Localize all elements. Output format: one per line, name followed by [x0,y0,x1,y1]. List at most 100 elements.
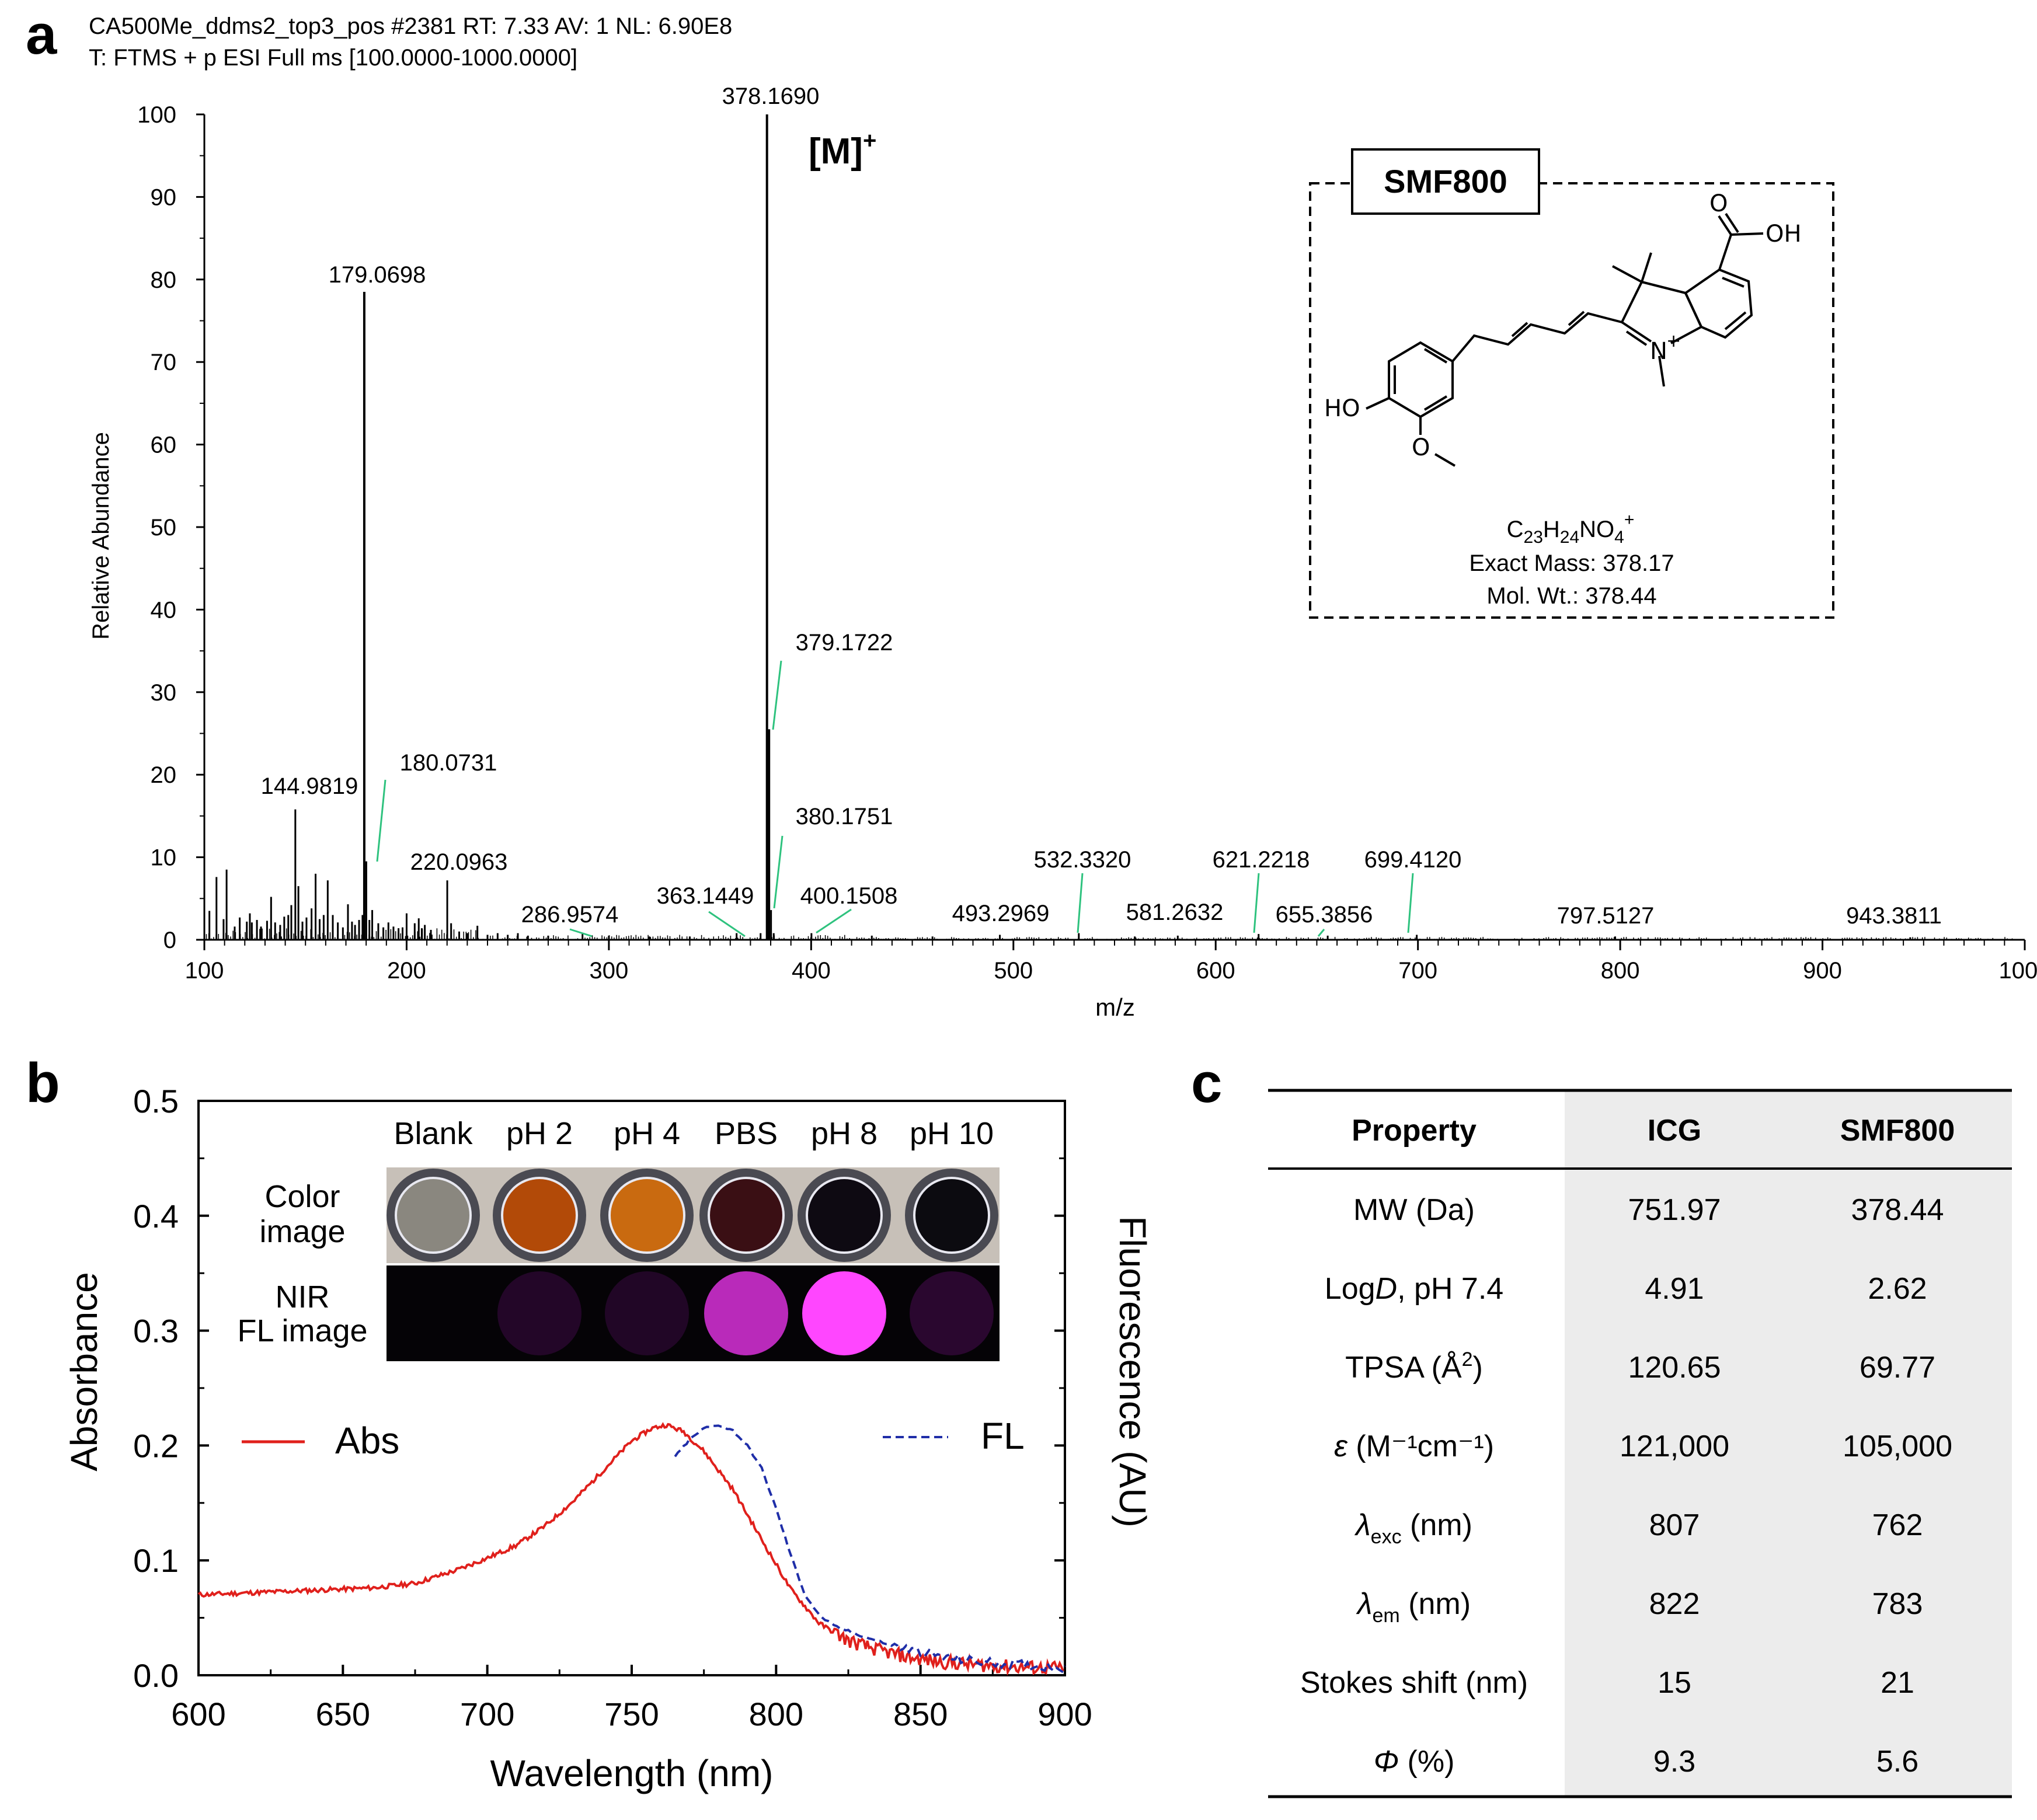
spectra-y-tick-label: 0.2 [133,1427,179,1464]
compound-name: SMF800 [1384,163,1507,200]
ms-y-tick-label: 100 [137,102,176,128]
legend-fl-label: FL [981,1415,1025,1457]
icg-value-cell: 121,000 [1620,1429,1729,1463]
ms-y-tick-label: 60 [151,433,177,458]
ms-peak-label: 363.1449 [657,883,754,909]
nir-well [802,1271,886,1355]
ms-peak-label: 621.2218 [1213,847,1310,873]
spectra-legend: Abs FL [242,1415,1025,1462]
spectra-ticks: 600 650 700 750 800 850 900 0.0 0.1 0.2 0.3 0.4 0.5 [133,1083,1092,1732]
nir-well [605,1271,689,1355]
table-header-row: Property ICG SMF800 [1352,1114,1955,1148]
ms-peak-label: 655.3856 [1276,902,1373,928]
ms-annotation-leader [816,908,852,934]
atom-oh: OH [1766,221,1802,247]
ms-y-tick-label: 50 [151,515,177,541]
well-images [386,1169,998,1355]
atom-n-charge: + [1666,331,1681,351]
atom-ho: HO [1324,395,1360,422]
ms-y-ticks: 0 10 20 30 40 50 60 70 80 90 100 [137,102,204,953]
ms-peak-label: 378.1690 [722,83,820,109]
wavelength-axis-label: Wavelength (nm) [490,1752,774,1794]
table-shaded-columns [1565,1090,2012,1797]
spectrum-header-line2: T: FTMS + p ESI Full ms [100.0000-1000.0… [89,45,577,71]
property-cell: λem (nm) [1356,1587,1471,1627]
smf800-value-cell: 378.44 [1851,1193,1944,1227]
property-cell: λexc (nm) [1354,1508,1472,1548]
color-well [913,1177,990,1254]
compound-name-box [1351,148,1540,215]
nir-well [910,1271,994,1355]
header-icg: ICG [1648,1114,1701,1148]
ms-y-axis-label: Relative Abundance [88,432,114,640]
ph-column-labels: Blank pH 2 pH 4 PBS pH 8 pH 10 [394,1116,994,1151]
ms-x-tick-label: 900 [1803,958,1842,984]
structure-atom-labels: HO O O OH N + [1324,190,1802,461]
icg-value-cell: 4.91 [1645,1272,1704,1306]
ms-baseline-noise [206,928,2013,940]
ms-x-ticks: 100 200 300 400 500 600 700 800 900 1000 [185,940,2037,984]
icg-value-cell: 9.3 [1653,1745,1695,1779]
ms-noise-trace [206,928,2013,940]
ms-peak-label: 286.9574 [521,902,619,928]
table-row: LogD, pH 7.4 4.91 2.62 [1325,1272,1927,1306]
property-cell: ε (M⁻¹cm⁻¹) [1334,1429,1494,1463]
ms-annotation-leader [1253,873,1260,933]
ms-peak-label: 379.1722 [796,630,893,656]
row-label-nir-image: NIR FL image [237,1279,367,1348]
ms-x-tick-label: 400 [792,958,831,984]
color-well [806,1177,883,1254]
panel-c: c Property ICG SMF800 MW (Da) 751.97 378.4… [1191,1052,2012,1798]
property-cell: MW (Da) [1353,1193,1475,1227]
absorbance-axis-label: Absorbance [63,1272,105,1472]
spectra-y-tick-label: 0.0 [133,1657,179,1694]
smf800-value-cell: 762 [1872,1508,1923,1542]
ms-y-tick-label: 30 [151,680,177,706]
abs-curve [197,1422,1064,1676]
legend-abs-label: Abs [335,1420,399,1462]
ms-y-tick-label: 20 [151,762,177,788]
ms-annotation-leader [1077,873,1084,933]
color-well [395,1177,472,1254]
icg-value-cell: 822 [1649,1587,1700,1621]
property-cell: Φ (%) [1374,1745,1455,1779]
panel-label-b: b [26,1052,60,1114]
panel-label-c: c [1191,1052,1222,1114]
mol-wt: Mol. Wt.: 378.44 [1486,583,1656,609]
ms-peak-label: 581.2632 [1126,899,1224,925]
table-body: MW (Da) 751.97 378.44 LogD, pH 7.4 4.91 2.62 T… [1300,1193,1952,1779]
smf800-value-cell: 21 [1881,1666,1914,1700]
ms-x-tick-label: 700 [1398,958,1437,984]
ms-peak-annotations: 378.1690 179.0698 379.1722 180.0731 144.9819… [261,83,1942,937]
ms-y-tick-label: 90 [151,184,177,210]
ph-column-label: pH 4 [614,1116,680,1151]
ms-annotation-leader [376,779,386,862]
smf800-value-cell: 783 [1872,1587,1923,1621]
ms-y-tick-label: 10 [151,845,177,871]
smf800-value-cell: 5.6 [1876,1745,1918,1779]
ph-column-label: pH 2 [506,1116,573,1151]
ms-annotation-leader [569,928,593,937]
spectra-x-tick-label: 900 [1037,1696,1092,1732]
color-well [708,1177,785,1254]
molecular-formula: C23H24NO4+ [1507,510,1635,547]
icg-value-cell: 751.97 [1628,1193,1721,1227]
ms-y-tick-label: 80 [151,267,177,293]
ms-peak-label: 179.0698 [329,262,426,288]
ms-x-tick-label: 300 [590,958,629,984]
fluorescence-axis-label: Fluorescence (AU) [1112,1216,1154,1528]
spectra-x-tick-label: 700 [460,1696,514,1732]
ms-peak-label: 493.2969 [952,901,1050,926]
ms-y-tick-label: 40 [151,597,177,623]
nir-well [497,1271,581,1355]
spectra-y-tick-label: 0.4 [133,1198,179,1235]
exact-mass: Exact Mass: 378.17 [1469,550,1674,576]
ms-x-axis-label: m/z [1095,993,1135,1021]
ms-y-tick-label: 0 [163,928,176,953]
ms-annotation-leader [773,835,784,909]
smf800-value-cell: 2.62 [1868,1272,1927,1306]
spectra-x-tick-label: 600 [171,1696,225,1732]
table-row: TPSA (Å2) 120.65 69.77 [1345,1348,1935,1385]
spectra-curves [197,1422,1066,1676]
